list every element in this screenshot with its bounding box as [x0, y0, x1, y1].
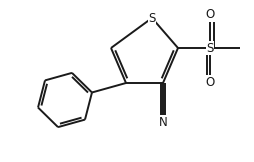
Text: O: O [205, 75, 215, 88]
Text: N: N [159, 116, 167, 128]
Text: S: S [148, 12, 156, 24]
Text: S: S [206, 41, 214, 54]
Text: O: O [205, 8, 215, 22]
